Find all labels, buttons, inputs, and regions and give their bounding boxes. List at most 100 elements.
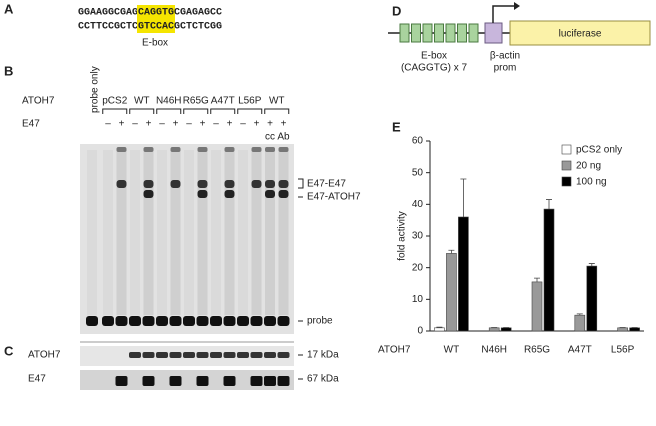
lane-bracket (210, 108, 236, 114)
lane-sign: + (267, 119, 273, 130)
panel-label: B (4, 63, 13, 78)
probe-band (86, 316, 98, 326)
legend-swatch (561, 144, 572, 155)
blot-band (156, 352, 168, 358)
x-tick-label: A47T (568, 345, 592, 356)
sequence-segment: CGAGAG (174, 8, 210, 19)
probe-band (250, 316, 263, 326)
band-label: E47-ATOH7 (307, 192, 361, 203)
lane-bracket (129, 108, 155, 114)
size-label: 67 kDa (307, 374, 339, 385)
blot (80, 370, 294, 390)
lane-sign: – (240, 119, 246, 130)
blot-band (183, 352, 195, 358)
error-bar (448, 249, 455, 254)
complex-band (224, 190, 235, 198)
blot-band (142, 376, 155, 386)
probe-band (223, 316, 236, 326)
lane-bracket (237, 108, 263, 114)
probe-band (156, 316, 168, 326)
lane-sign: – (159, 119, 165, 130)
reporter (509, 20, 651, 46)
probe-band (183, 316, 195, 326)
dimer-band (170, 180, 181, 188)
legend-swatch (561, 176, 572, 187)
ebox-highlight (137, 19, 175, 33)
lane-smear (184, 150, 194, 315)
lane-smear (157, 150, 167, 315)
well-band (116, 147, 127, 152)
ebox-label: E-box (142, 38, 168, 49)
blot-band (264, 376, 276, 386)
lane-group-label: A47T (211, 96, 235, 107)
lane-smear (170, 150, 181, 315)
well-band (170, 147, 181, 152)
probe-band (129, 316, 141, 326)
promoter (484, 22, 503, 44)
lane-smear (197, 150, 208, 315)
probe-only-label: probe only (90, 66, 101, 113)
well-band (251, 147, 262, 152)
tss-arrow (492, 5, 514, 23)
lane-group-label: N46H (156, 96, 182, 107)
row-label: ATOH7 (22, 96, 55, 107)
lane-group-label: WT (134, 96, 150, 107)
lane-smear (103, 150, 113, 315)
blot-band (277, 376, 290, 386)
blot-band (196, 376, 209, 386)
error-bar (588, 263, 595, 267)
panel-label: C (4, 343, 14, 358)
complex-band (143, 190, 154, 198)
ebox-element (434, 23, 444, 43)
lane-sign: – (213, 119, 219, 130)
x-tick-label: N46H (481, 345, 507, 356)
bar (574, 314, 586, 332)
lane-smear (251, 150, 262, 315)
bar (488, 327, 500, 332)
bar (617, 327, 628, 332)
panel-label: E (392, 119, 401, 134)
probe-band (169, 316, 182, 326)
bar (500, 327, 512, 332)
legend-label: 20 ng (576, 161, 601, 172)
ebox-highlight (137, 5, 175, 19)
ebox-element (445, 23, 456, 43)
y-tick-label: 40 (412, 199, 424, 210)
blot-band (169, 376, 182, 386)
y-tick-label: 30 (412, 231, 424, 242)
x-tick-label: R65G (524, 345, 550, 356)
lane-sign: + (227, 119, 233, 130)
probe-band (264, 316, 276, 326)
sequence-segment: CC (78, 22, 90, 33)
band-bracket (298, 178, 304, 189)
panel-label: D (392, 3, 401, 18)
blot-band (129, 352, 141, 358)
lane-bracket (156, 108, 182, 114)
dimer-band (143, 180, 154, 188)
well-band (197, 147, 208, 152)
y-tick-label: 10 (412, 294, 424, 305)
blot-band (210, 352, 222, 358)
blot-row-label: ATOH7 (28, 350, 61, 361)
probe-band (196, 316, 209, 326)
well-band (143, 147, 154, 152)
y-axis-label: fold activity (397, 211, 408, 260)
blot-band (250, 352, 263, 358)
y-tick-label: 0 (417, 326, 423, 337)
sequence-segment: GGAAGGCGAG (78, 8, 138, 19)
lane-smear (278, 150, 289, 315)
ebox-element (457, 23, 467, 43)
reporter-label: luciferase (559, 29, 602, 40)
sequence-segment: CAGGTG (138, 8, 174, 19)
blot-band (223, 376, 236, 386)
ebox-element (399, 23, 410, 43)
blot-band (264, 352, 276, 358)
lane-smear (116, 150, 127, 315)
lane-group-label: R65G (183, 96, 209, 107)
lane-sign: + (173, 119, 179, 130)
dimer-band (278, 180, 289, 188)
complex-band (197, 190, 208, 198)
sequence-segment: GCTCTCGG (174, 22, 222, 33)
blot-band (277, 352, 290, 358)
